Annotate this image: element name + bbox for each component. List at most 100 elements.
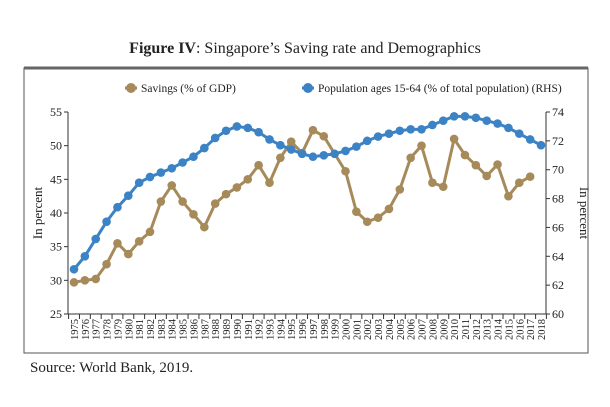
savings-point: [167, 181, 177, 190]
y2-tick-label: 60: [552, 307, 564, 321]
population-point: [124, 191, 133, 200]
x-tick-label: 2003: [374, 319, 385, 340]
y2-tick-label: 72: [552, 134, 564, 148]
population-point: [460, 112, 470, 121]
legend-item-population: Population ages 15-64 (% of total popula…: [302, 83, 562, 95]
x-tick-label: 2016: [515, 319, 526, 340]
title-bold: Figure IV: [129, 40, 196, 57]
x-tick-label: 1998: [320, 319, 331, 340]
population-point: [493, 119, 502, 128]
x-tick-label: 2018: [537, 319, 548, 340]
y-tick-label: 40: [50, 206, 62, 220]
population-point: [504, 123, 513, 133]
savings-point: [525, 172, 535, 181]
savings-point: [91, 274, 101, 284]
population-point: [471, 113, 481, 123]
x-tick-label: 1983: [157, 319, 168, 340]
x-tick-label: 1979: [113, 319, 124, 340]
savings-point: [449, 134, 459, 144]
population-point: [417, 125, 426, 134]
savings-point: [156, 197, 166, 206]
y2-tick-label: 64: [552, 249, 564, 263]
savings-point: [254, 160, 263, 170]
population-point: [373, 132, 383, 141]
legend-label-savings: Savings (% of GDP): [141, 83, 236, 95]
legend: Savings (% of GDP) Population ages 15-64…: [125, 83, 562, 95]
savings-point: [428, 178, 437, 187]
x-tick-label: 1975: [70, 319, 81, 340]
population-point: [449, 112, 459, 121]
savings-point: [200, 222, 209, 232]
savings-point: [80, 276, 90, 285]
x-tick-label: 2002: [363, 319, 374, 340]
savings-point: [395, 185, 405, 194]
population-point: [297, 149, 307, 159]
savings-point: [482, 171, 491, 181]
x-tick-label: 2010: [450, 319, 461, 340]
population-point: [232, 122, 242, 131]
y2-tick-label: 70: [552, 163, 564, 177]
population-point: [91, 234, 101, 244]
savings-point: [102, 259, 111, 269]
population-point: [254, 127, 263, 137]
savings-point: [232, 183, 242, 192]
x-tick-label: 2014: [494, 318, 505, 340]
x-tick-label: 1981: [135, 319, 146, 340]
x-tick-label: 2011: [461, 319, 472, 340]
x-tick-label: 1982: [146, 319, 157, 340]
x-tick-label: 1985: [179, 319, 190, 340]
savings-point: [124, 249, 133, 259]
x-tick-label: 1980: [124, 319, 135, 340]
population-point: [167, 163, 177, 173]
x-tick-label: 1978: [103, 319, 114, 340]
x-tick-label: 1996: [298, 319, 309, 340]
population-point: [341, 146, 350, 156]
population-point: [286, 145, 296, 154]
population-point: [210, 133, 220, 143]
y-tick-label: 25: [50, 307, 62, 321]
y2-tick-label: 62: [552, 278, 564, 292]
population-point: [536, 140, 546, 150]
x-tick-label: 2001: [352, 319, 363, 340]
population-point: [330, 149, 339, 159]
series-population: [69, 112, 546, 274]
x-tick-label: 2005: [396, 319, 407, 340]
savings-point: [504, 191, 513, 201]
x-tick-label: 2017: [526, 319, 537, 340]
x-tick-label: 2007: [418, 319, 429, 340]
x-tick-label: 1992: [255, 319, 266, 340]
population-point: [156, 168, 166, 177]
population-point: [276, 140, 285, 150]
population-point: [514, 129, 524, 138]
y-axis-label: In percent: [30, 186, 45, 239]
x-tick-label: 1990: [233, 319, 244, 340]
chart-frame: [23, 67, 589, 354]
x-tick-label: 1987: [200, 319, 211, 340]
x-tick-label: 2008: [428, 319, 439, 340]
savings-point: [189, 210, 198, 219]
x-tick-label: 1995: [287, 319, 298, 340]
population-point: [102, 217, 111, 226]
y-tick-label: 35: [50, 240, 62, 254]
savings-point: [341, 166, 350, 176]
savings-point: [221, 189, 231, 199]
population-point: [200, 143, 209, 153]
population-point: [265, 135, 274, 144]
x-tick-label: 2009: [439, 319, 450, 340]
savings-point: [265, 178, 274, 187]
chart-title: Figure IV: Singapore’s Saving rate and D…: [129, 40, 481, 57]
x-tick-label: 2006: [407, 319, 418, 340]
population-point: [362, 136, 372, 146]
savings-point: [308, 125, 318, 135]
population-point: [145, 172, 155, 182]
y2-axis-label: In percent: [577, 187, 592, 240]
population-point: [428, 120, 437, 130]
savings-point: [286, 137, 296, 146]
population-point: [384, 129, 394, 138]
x-tick-label: 1977: [92, 319, 103, 340]
savings-point: [406, 153, 415, 163]
savings-point: [362, 217, 372, 227]
x-tick-label: 2012: [472, 319, 483, 340]
